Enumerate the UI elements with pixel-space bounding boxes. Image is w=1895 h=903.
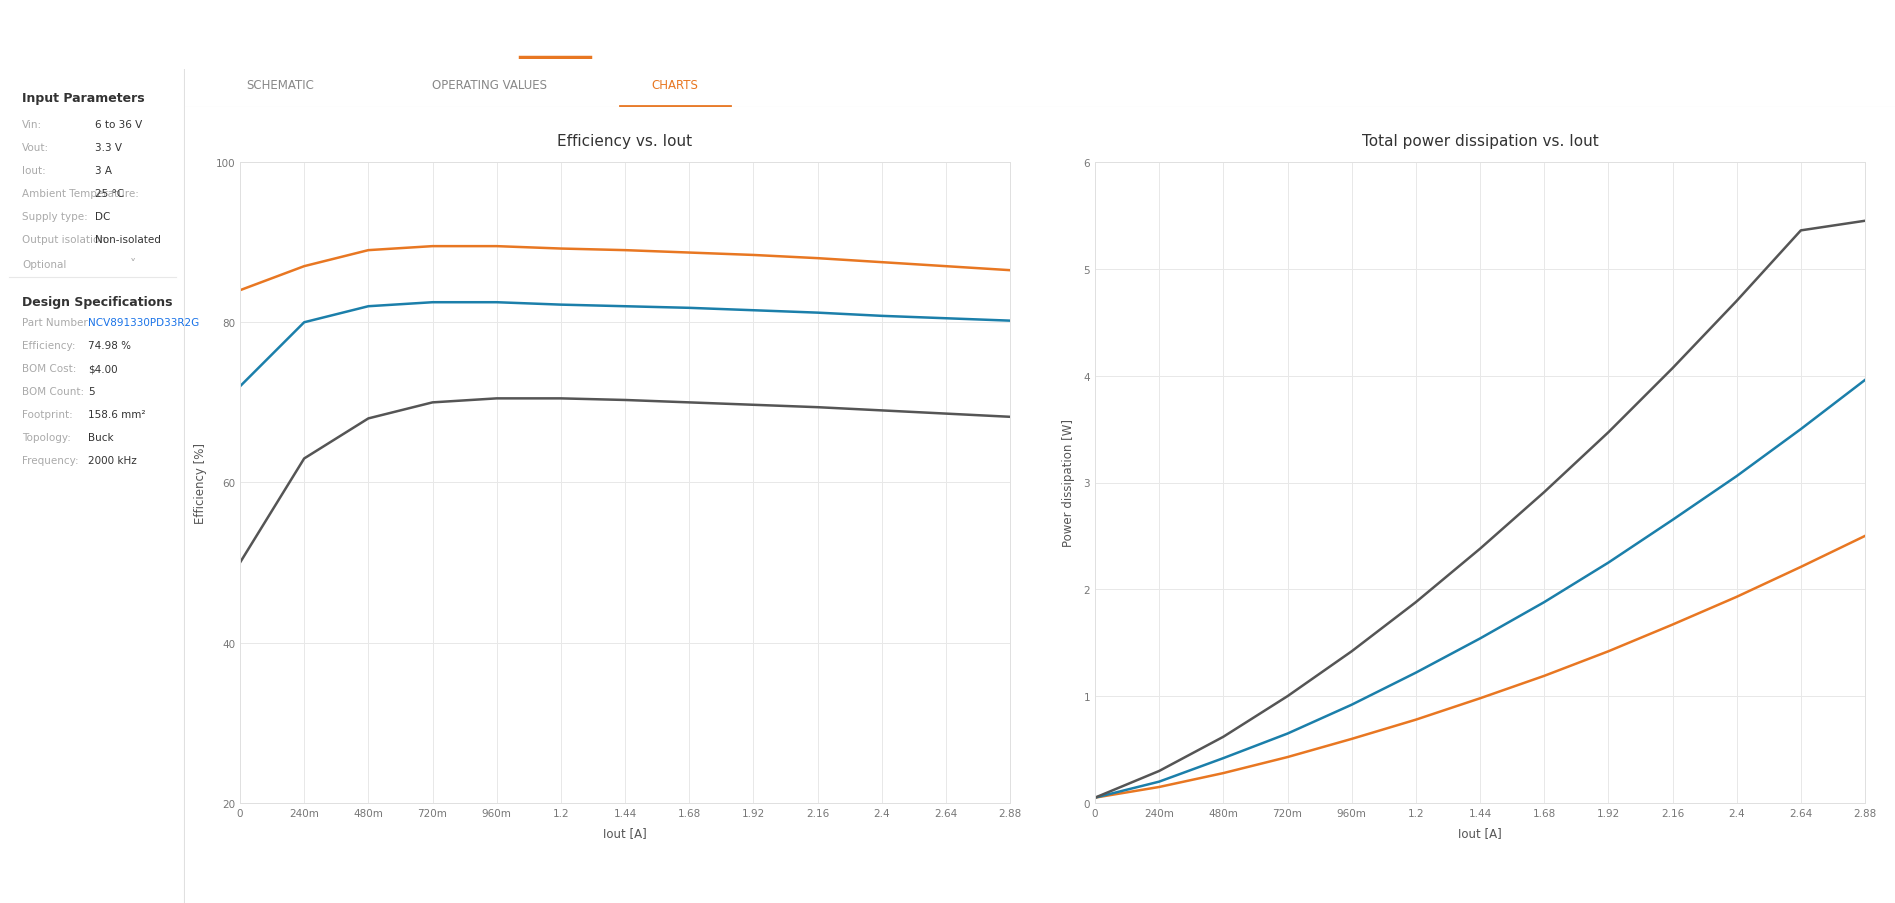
- Title: Total power dissipation vs. Iout: Total power dissipation vs. Iout: [1363, 135, 1597, 149]
- Text: Optional: Optional: [23, 260, 66, 270]
- Text: SUMMARY: SUMMARY: [747, 23, 803, 36]
- Text: 2000 kHz: 2000 kHz: [87, 455, 136, 465]
- Y-axis label: Efficiency [%]: Efficiency [%]: [193, 442, 207, 524]
- Text: 5: 5: [87, 386, 95, 396]
- Text: $4.00: $4.00: [87, 364, 117, 374]
- Text: 3 A: 3 A: [95, 166, 112, 176]
- Text: Vout:: Vout:: [23, 143, 49, 153]
- Text: Vin:: Vin:: [23, 120, 42, 130]
- X-axis label: Iout [A]: Iout [A]: [1457, 826, 1503, 839]
- Text: SELECT: SELECT: [423, 23, 466, 36]
- Text: onsemi: onsemi: [17, 21, 97, 40]
- Text: DESIGN: DESIGN: [532, 23, 578, 36]
- Text: BOM: BOM: [646, 23, 673, 36]
- Text: DC: DC: [95, 212, 110, 222]
- Text: Supply type:: Supply type:: [23, 212, 87, 222]
- Text: Iout:: Iout:: [23, 166, 45, 176]
- Y-axis label: Power dissipation [W]: Power dissipation [W]: [1063, 419, 1074, 547]
- Text: ˅: ˅: [131, 257, 136, 271]
- Text: BOM Count:: BOM Count:: [23, 386, 83, 396]
- Title: Efficiency vs. Iout: Efficiency vs. Iout: [557, 135, 692, 149]
- Text: 25 °C: 25 °C: [95, 189, 125, 199]
- Text: 6 to 36 V: 6 to 36 V: [95, 120, 142, 130]
- Text: Part Number:: Part Number:: [23, 318, 91, 328]
- Text: Output isolation:: Output isolation:: [23, 235, 110, 245]
- Text: Non-isolated: Non-isolated: [95, 235, 161, 245]
- Text: Frequency:: Frequency:: [23, 455, 78, 465]
- Text: 74.98 %: 74.98 %: [87, 340, 131, 350]
- Text: Design Specifications: Design Specifications: [23, 295, 172, 309]
- Text: Efficiency:: Efficiency:: [23, 340, 76, 350]
- Text: 3.3 V: 3.3 V: [95, 143, 121, 153]
- Text: NCV891330PD33R2G: NCV891330PD33R2G: [87, 318, 199, 328]
- Text: CHARTS: CHARTS: [652, 79, 699, 91]
- Text: SCHEMATIC: SCHEMATIC: [246, 79, 315, 91]
- Text: Ambient Temperature:: Ambient Temperature:: [23, 189, 138, 199]
- Text: Buck: Buck: [87, 433, 114, 442]
- Text: MY DESIGNS: MY DESIGNS: [1764, 25, 1831, 35]
- Text: 158.6 mm²: 158.6 mm²: [87, 410, 146, 420]
- Text: NEW DESIGN: NEW DESIGN: [1675, 25, 1743, 35]
- Text: OPERATING VALUES: OPERATING VALUES: [432, 79, 548, 91]
- Text: Footprint:: Footprint:: [23, 410, 72, 420]
- Text: Input Parameters: Input Parameters: [23, 92, 144, 105]
- Text: INPUTS: INPUTS: [299, 23, 341, 36]
- Text: WebDesigner+™ Power Supply: WebDesigner+™ Power Supply: [100, 23, 316, 37]
- Text: BOM Cost:: BOM Cost:: [23, 364, 76, 374]
- Text: Topology:: Topology:: [23, 433, 70, 442]
- X-axis label: Iout [A]: Iout [A]: [603, 826, 646, 839]
